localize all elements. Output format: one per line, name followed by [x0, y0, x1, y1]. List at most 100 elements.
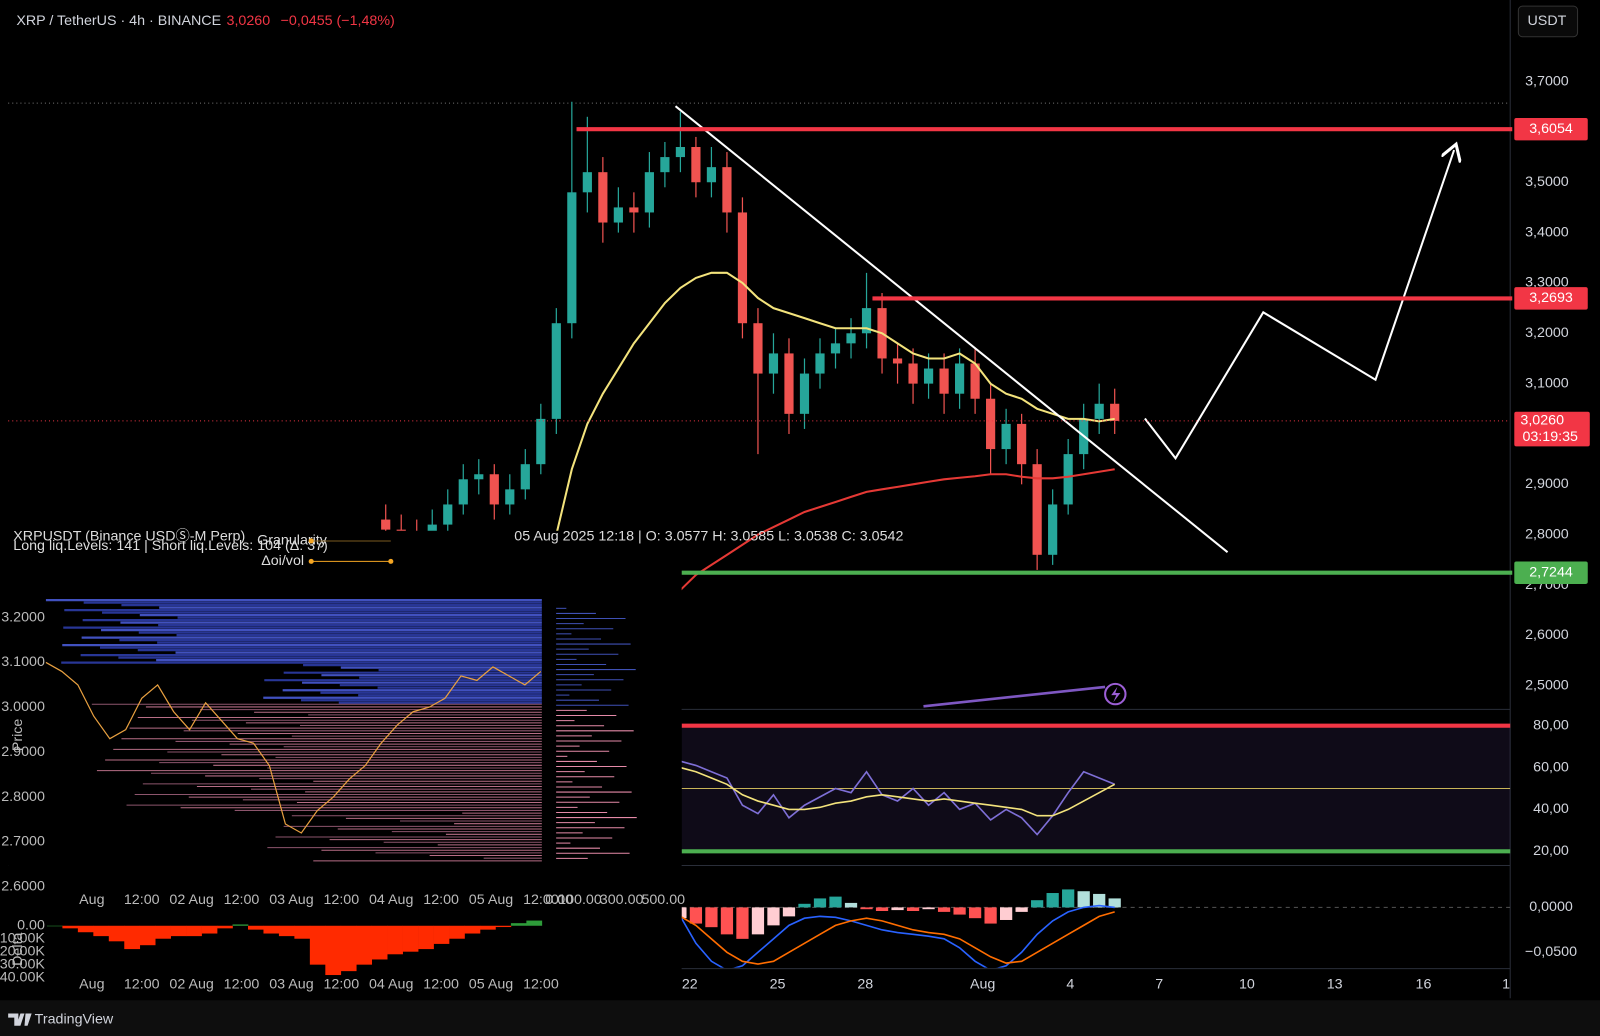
y-tick-label: -30.00K: [0, 956, 45, 972]
histogram-bar: [720, 907, 734, 935]
histogram-bar: [782, 907, 796, 917]
candle-body: [1063, 454, 1073, 505]
x-tick-label: Aug: [79, 892, 104, 908]
delta-bar: [62, 925, 79, 929]
y-tick-label: 40,00: [1533, 801, 1569, 817]
histogram-bar: [922, 907, 935, 910]
y-tick-label: 20,00: [1533, 843, 1569, 859]
y-tick-label: 2,5000: [1525, 677, 1569, 693]
y-tick-label: 3,1000: [1525, 375, 1569, 391]
side-tick-label: 100.00: [558, 892, 602, 908]
level-tag: [1514, 287, 1588, 310]
axis-title: Price: [10, 719, 26, 752]
level-tag: [1514, 561, 1588, 584]
alert-icon-bolt: [1111, 686, 1121, 703]
y-tick-label: 0.00: [17, 918, 45, 934]
candle-body: [923, 368, 934, 384]
candle-body: [706, 167, 717, 183]
delta-bar: [464, 925, 481, 934]
candle-body: [892, 358, 903, 364]
delta-bar: [433, 925, 450, 944]
delta-bar: [479, 925, 496, 930]
delta-bar: [387, 925, 403, 955]
inset-text: Long liq.Levels: 141 | Short liq.Levels:…: [13, 538, 328, 554]
x-tick-label: 02 Aug: [169, 977, 213, 993]
candle-body: [536, 418, 546, 465]
candle-body: [381, 519, 391, 530]
brand: TradingView: [35, 1011, 114, 1027]
x-tick-label: 12:00: [323, 892, 359, 908]
x-tick-label: 12:00: [323, 977, 359, 993]
candle-body: [1017, 423, 1027, 465]
delta-bar: [232, 924, 249, 926]
candle-body: [1001, 423, 1011, 450]
delta-bar: [278, 925, 295, 937]
candle-body: [939, 368, 949, 394]
candle-body: [908, 363, 918, 384]
delta-bar: [371, 925, 388, 960]
delta-bar: [186, 925, 202, 937]
price: 3,0260: [227, 13, 271, 29]
x-tick-label: 12:00: [423, 977, 459, 993]
logo: [8, 1013, 32, 1026]
histogram-bar: [829, 896, 842, 908]
histogram-bar: [705, 907, 718, 928]
y-tick-label: -40.00K: [0, 969, 45, 985]
candle-body: [970, 363, 980, 399]
last-price-tag: [1514, 411, 1590, 447]
y-tick-label: 3,3000: [1525, 275, 1569, 291]
candle-body: [691, 147, 701, 183]
candle-body: [613, 207, 623, 223]
candle-body: [1110, 403, 1120, 421]
candle-body: [861, 308, 872, 334]
drawings: [674, 105, 1455, 708]
level-tag-label: 2,7244: [1529, 564, 1573, 580]
x-tick-label: 4: [1066, 977, 1074, 993]
symbol: XRP / TetherUS · 4h · BINANCE: [16, 13, 221, 29]
y-tick-label: 2.7000: [1, 834, 45, 850]
x-tick-label: 12:00: [124, 892, 160, 908]
candle-body: [458, 479, 468, 505]
delta-bar: [155, 925, 171, 939]
y-tick-label: 2,9000: [1525, 476, 1569, 492]
candle-body: [955, 363, 965, 394]
line-series: [555, 271, 1115, 535]
y-tick-label: -10.00K: [0, 930, 45, 946]
candle-body: [768, 353, 779, 374]
line-series: [681, 767, 1116, 817]
histogram-bar: [1062, 889, 1075, 908]
y-tick-label: 2.9000: [1, 744, 45, 760]
side-tick-label: 500.00: [641, 892, 685, 908]
x-tick-label: 13: [1327, 977, 1343, 993]
candle-body: [986, 398, 996, 450]
logo-mark: [8, 1013, 32, 1026]
inset-text: Δoi/vol: [261, 553, 304, 569]
delta-bar: [340, 925, 357, 972]
histogram-bar: [767, 907, 780, 926]
delta-bar: [263, 925, 280, 934]
candle-body: [598, 172, 608, 223]
histogram-bar: [860, 907, 873, 910]
y-tick-label: 3,4000: [1525, 224, 1569, 240]
histogram-bar: [736, 907, 749, 939]
x-tick-label: Aug: [970, 977, 995, 993]
x-tick-label: 28: [857, 977, 873, 993]
delta-bar: [93, 925, 110, 937]
currency-button[interactable]: [1517, 5, 1579, 38]
currency[interactable]: USDT: [1528, 13, 1567, 29]
candle-body: [1032, 464, 1042, 555]
inset-text: Granularity: [257, 533, 328, 549]
candle-body: [830, 343, 841, 354]
histogram-bar: [1031, 900, 1044, 908]
histogram-bar: [1015, 907, 1028, 912]
candle-body: [675, 147, 685, 158]
histogram-bar: [1000, 907, 1013, 920]
delta-bar: [201, 925, 218, 934]
histogram-bar: [937, 907, 951, 912]
histogram-bar: [1046, 893, 1059, 908]
histogram-bar: [1108, 898, 1121, 908]
side-tick-label: 0.00: [545, 892, 573, 908]
y-tick-label: 80,00: [1533, 717, 1569, 733]
candle-body: [489, 474, 499, 505]
